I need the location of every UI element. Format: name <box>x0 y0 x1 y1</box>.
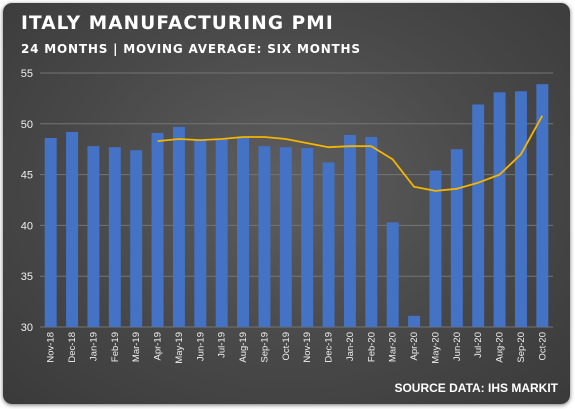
bar <box>514 91 527 328</box>
moving-average-line <box>157 115 544 192</box>
x-tick-label: Mar-19 <box>131 332 142 362</box>
y-tick-label: 45 <box>21 170 33 182</box>
y-tick-label: 40 <box>21 220 33 232</box>
x-tick-label: Nov-19 <box>302 332 313 363</box>
x-tick-label: Jan-19 <box>88 332 99 361</box>
bar <box>172 126 185 328</box>
bar <box>343 134 356 327</box>
bar <box>215 139 228 327</box>
source-note: SOURCE DATA: IHS MARKIT <box>394 381 558 395</box>
bar <box>450 149 463 327</box>
x-tick-label: Jun-19 <box>195 332 206 361</box>
bar <box>237 137 250 327</box>
bar <box>151 132 164 327</box>
bar <box>44 138 57 327</box>
x-tick-label: Nov-18 <box>46 332 57 363</box>
x-tick-label: Jul-19 <box>217 332 228 358</box>
x-tick-label: Oct-20 <box>537 332 548 361</box>
bar <box>108 147 121 327</box>
bar <box>429 170 442 327</box>
x-tick-label: Dec-19 <box>324 332 335 363</box>
bar <box>322 162 335 327</box>
x-tick-label: Aug-19 <box>238 332 249 363</box>
bar <box>130 150 143 327</box>
x-tick-label: May-20 <box>430 332 441 364</box>
bar <box>472 104 485 327</box>
x-tick-label: Apr-19 <box>153 332 164 361</box>
x-tick-label: Feb-19 <box>110 332 121 362</box>
y-tick-label: 30 <box>21 322 33 334</box>
x-tick-label: Oct-19 <box>281 332 292 361</box>
bar <box>194 140 207 327</box>
bar <box>365 137 378 327</box>
x-tick-label: Sep-19 <box>259 332 270 363</box>
chart-plot: 30 35 40 45 50 55 Nov-18 Dec-18 Jan-19 Feb-19 Mar-… <box>21 68 553 364</box>
bar <box>493 92 506 327</box>
y-tick-label: 35 <box>21 271 33 283</box>
x-tick-label: Jan-20 <box>345 332 356 361</box>
x-tick-label: Sep-20 <box>516 332 527 363</box>
chart-subtitle: 24 MONTHS | MOVING AVERAGE: SIX MONTHS <box>21 42 361 56</box>
bar <box>87 146 100 327</box>
bar <box>301 148 314 327</box>
chart-title: ITALY MANUFACTURING PMI <box>21 13 334 34</box>
bar <box>258 146 271 327</box>
x-tick-label: Feb-20 <box>366 332 377 362</box>
x-tick-label: Jul-20 <box>473 332 484 358</box>
bar <box>386 222 399 327</box>
y-tick-label: 55 <box>21 68 33 80</box>
x-tick-label: Aug-20 <box>495 332 506 363</box>
bar <box>536 84 549 328</box>
bar <box>408 315 421 327</box>
x-tick-label: Mar-20 <box>388 332 399 362</box>
y-tick-label: 50 <box>21 119 33 131</box>
bar <box>279 147 292 327</box>
chart-card: ITALY MANUFACTURING PMI 24 MONTHS | MOVI… <box>3 3 570 404</box>
x-tick-label: May-19 <box>174 332 185 364</box>
x-tick-label: Apr-20 <box>409 332 420 361</box>
x-tick-label: Dec-18 <box>67 332 78 363</box>
x-tick-label: Jun-20 <box>452 332 463 361</box>
bar <box>66 131 79 327</box>
